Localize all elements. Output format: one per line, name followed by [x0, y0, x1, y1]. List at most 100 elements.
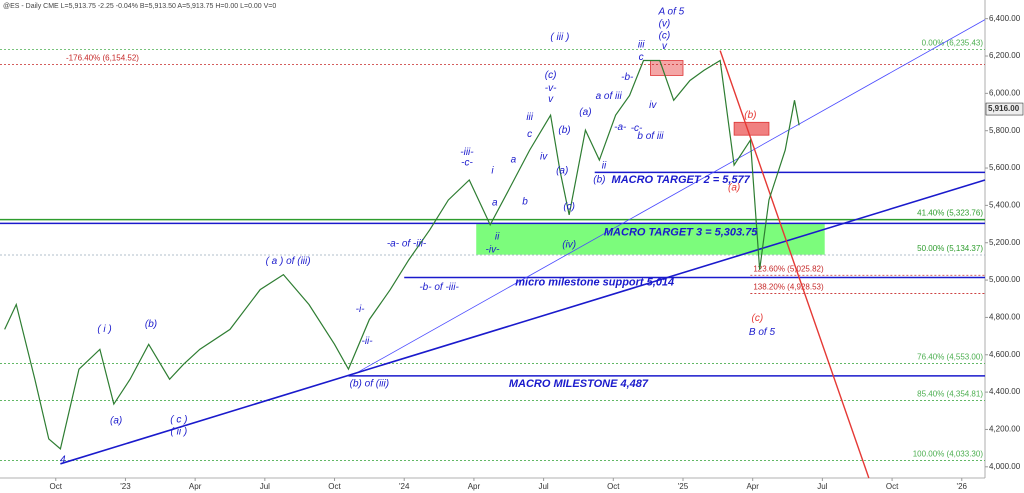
- wave-label: (b): [145, 319, 157, 330]
- x-tick-label: '26: [957, 482, 968, 491]
- y-tick-label: 5,000.00: [989, 275, 1021, 284]
- y-tick-label: 5,600.00: [989, 163, 1021, 172]
- x-tick-label: Apr: [189, 482, 202, 491]
- trendline: [719, 50, 870, 479]
- level-label: 138.20% (4,928.53): [753, 283, 824, 292]
- wave-label: (c): [659, 30, 671, 41]
- wave-label: ( c ): [170, 415, 187, 426]
- wave-label: (v): [659, 18, 671, 29]
- callout: MACRO TARGET 2 = 5,577: [612, 174, 751, 186]
- wave-label: -c-: [631, 123, 643, 134]
- y-tick-label: 6,200.00: [989, 51, 1021, 60]
- wave-label: -iii-: [460, 147, 474, 158]
- wave-label: (b): [558, 125, 570, 136]
- callout: MACRO MILESTONE 4,487: [509, 378, 649, 390]
- wave-label: b of iii: [637, 131, 664, 142]
- wave-label: (b): [744, 110, 756, 121]
- level-label: 85.40% (4,354.81): [917, 390, 983, 399]
- wave-label: -a- of -iii-: [387, 238, 427, 249]
- zone: [650, 60, 684, 76]
- wave-label: iv: [540, 152, 548, 163]
- wave-label: -v-: [545, 83, 557, 94]
- level-label: 41.40% (5,323.76): [917, 209, 983, 218]
- x-tick-label: Oct: [328, 482, 341, 491]
- callout: MACRO TARGET 3 = 5,303.75: [604, 227, 758, 239]
- level-label: 0.00% (6,235.43): [922, 39, 984, 48]
- level-label: 50.00% (5,134.37): [917, 244, 983, 253]
- wave-label: A of 5: [657, 6, 684, 17]
- wave-label: -b- of -iii-: [419, 282, 459, 293]
- wave-label: iii: [638, 39, 645, 50]
- x-tick-label: Jul: [538, 482, 548, 491]
- wave-label: (c): [563, 202, 575, 213]
- wave-label: -iv-: [486, 244, 501, 255]
- last-price-label: 5,916.00: [988, 104, 1020, 113]
- wave-label: c: [639, 52, 644, 63]
- x-tick-label: Oct: [50, 482, 63, 491]
- y-tick-label: 5,400.00: [989, 201, 1021, 210]
- zone: [733, 121, 770, 136]
- wave-label: (a): [579, 107, 591, 118]
- wave-label: ( i ): [97, 324, 111, 335]
- y-tick-label: 4,600.00: [989, 350, 1021, 359]
- y-tick-label: 4,800.00: [989, 313, 1021, 322]
- wave-label: ii: [495, 231, 500, 242]
- wave-label: i: [491, 166, 494, 177]
- trendline: [60, 179, 986, 465]
- level-label: 123.60% (5,025.82): [753, 264, 824, 273]
- wave-label: (b): [593, 175, 605, 186]
- wave-label: v: [662, 41, 668, 52]
- wave-label: a of iii: [596, 91, 623, 102]
- wave-label: (a): [728, 183, 740, 194]
- x-tick-label: Apr: [746, 482, 759, 491]
- wave-label: iv: [649, 100, 657, 111]
- wave-label: B of 5: [749, 327, 776, 338]
- wave-label: (c): [545, 70, 557, 81]
- wave-label: (a): [556, 166, 568, 177]
- last-price-badge: [985, 102, 1024, 116]
- wave-label: 4: [60, 455, 66, 466]
- x-tick-label: Apr: [468, 482, 481, 491]
- wave-label: -ii-: [361, 336, 373, 347]
- wave-label: ii: [602, 161, 607, 172]
- x-tick-label: Jul: [817, 482, 827, 491]
- y-tick-label: 5,200.00: [989, 238, 1021, 247]
- y-tick-label: 4,200.00: [989, 425, 1021, 434]
- wave-label: (a): [110, 416, 122, 427]
- wave-label: v: [548, 94, 554, 105]
- wave-label: ( iii ): [550, 32, 569, 43]
- wave-label: (c): [751, 313, 763, 324]
- price-line: [4, 59, 800, 450]
- level-label: 76.40% (4,553.00): [917, 353, 983, 362]
- y-tick-label: 6,000.00: [989, 88, 1021, 97]
- wave-label: (b) of (iii): [350, 379, 389, 390]
- level-label: -176.40% (6,154.52): [66, 54, 139, 63]
- y-tick-label: 4,000.00: [989, 462, 1021, 471]
- wave-label: a: [511, 155, 517, 166]
- wave-label: iii: [526, 112, 533, 123]
- x-tick-label: '24: [399, 482, 410, 491]
- zone: [476, 223, 825, 255]
- wave-label: -c-: [461, 158, 473, 169]
- y-tick-label: 6,400.00: [989, 14, 1021, 23]
- x-tick-label: Jul: [260, 482, 270, 491]
- level-label: 100.00% (4,033.30): [913, 450, 984, 459]
- trendline: [354, 19, 986, 375]
- wave-label: ( a ) of (iii): [266, 256, 311, 267]
- header: @ES - Daily CME L=5,913.75 -2.25 -0.04% …: [3, 3, 276, 10]
- wave-label: a: [492, 198, 498, 209]
- x-tick-label: '25: [678, 482, 689, 491]
- x-tick-label: Oct: [886, 482, 899, 491]
- y-tick-label: 4,400.00: [989, 387, 1021, 396]
- x-tick-label: '23: [120, 482, 131, 491]
- callout: micro milestone support 5,014: [515, 276, 674, 288]
- x-tick-label: Oct: [607, 482, 620, 491]
- wave-label: -a-: [614, 122, 627, 133]
- wave-label: -b-: [621, 72, 634, 83]
- wave-label: b: [522, 196, 528, 207]
- wave-label: (iv): [562, 239, 576, 250]
- wave-label: ( ii ): [171, 427, 188, 438]
- wave-label: c: [527, 129, 532, 140]
- y-tick-label: 5,800.00: [989, 126, 1021, 135]
